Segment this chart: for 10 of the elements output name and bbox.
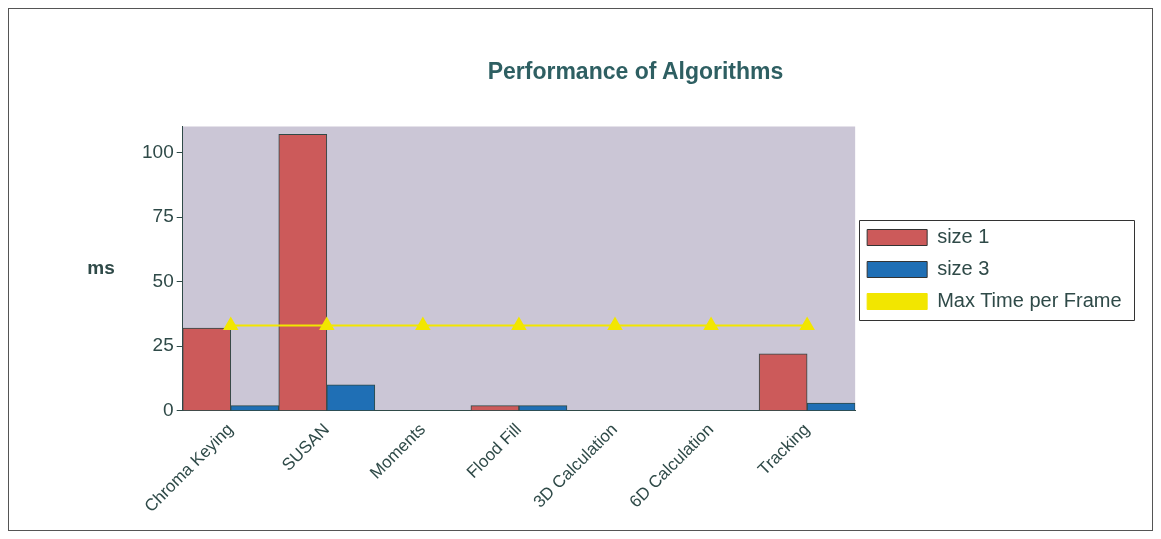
y-tick-label: 75	[152, 205, 174, 227]
chart-title: Performance of Algorithms	[487, 58, 784, 85]
y-axis-title: ms	[87, 256, 115, 278]
y-tick-label: 50	[152, 269, 174, 291]
legend-label: Max Time per Frame	[937, 289, 1122, 312]
legend-label: size 3	[937, 257, 990, 280]
y-tick-label: 100	[142, 140, 174, 162]
y-tick-label: 0	[163, 398, 174, 420]
y-tick-label: 25	[152, 334, 174, 356]
legend-label: size 1	[937, 225, 990, 248]
